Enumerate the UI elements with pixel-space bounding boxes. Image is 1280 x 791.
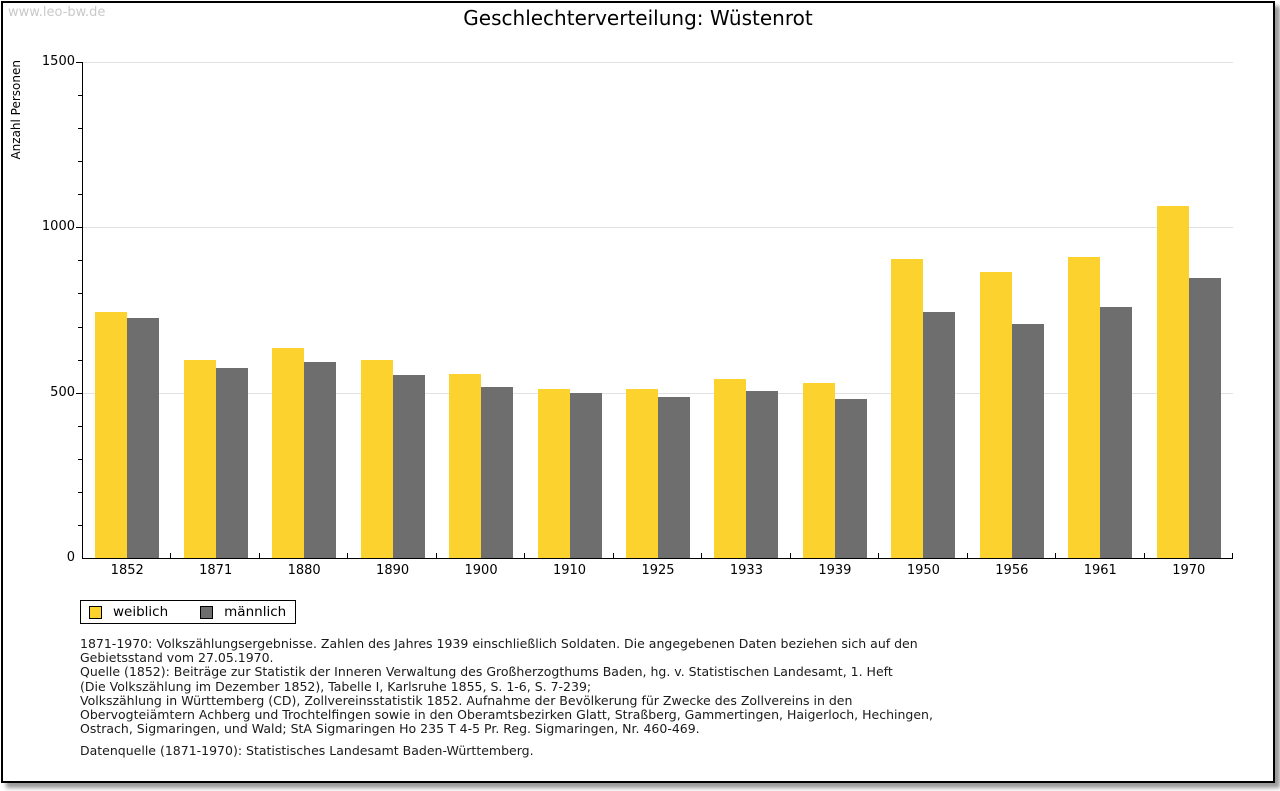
x-boundary-tick: [170, 553, 172, 558]
x-tick-label: 1961: [1083, 563, 1117, 578]
bar-männlich-1970: [1188, 277, 1221, 558]
y-major-tick: [76, 62, 82, 63]
footnote-line: Obervogteiämtern Achberg und Trochtelfin…: [80, 707, 933, 723]
y-minor-tick: [78, 128, 82, 130]
y-minor-tick: [78, 95, 82, 97]
x-tick-label: 1925: [641, 563, 675, 578]
y-gridline: [83, 62, 1233, 63]
y-minor-tick: [78, 293, 82, 295]
datasource-line: Datenquelle (1871-1970): Statistisches L…: [80, 743, 534, 759]
bar-weiblich-1950: [891, 258, 924, 558]
footnotes: 1871-1970: Volkszählungsergebnisse. Zahl…: [80, 636, 933, 759]
bar-weiblich-1956: [979, 271, 1012, 558]
x-boundary-tick: [347, 553, 349, 558]
footnote-line: 1871-1970: Volkszählungsergebnisse. Zahl…: [80, 636, 918, 651]
y-tick-label: 0: [66, 550, 75, 565]
bar-weiblich-1961: [1068, 257, 1101, 558]
x-tick-label: 1852: [110, 563, 144, 578]
bar-weiblich-1933: [714, 379, 747, 558]
legend-swatch-weiblich-icon: [89, 605, 102, 619]
x-boundary-tick: [701, 553, 703, 558]
footnote-line: Ostrach, Sigmaringen, und Wald; StA Sigm…: [80, 721, 700, 737]
x-boundary-tick: [878, 553, 880, 558]
y-minor-tick: [78, 359, 82, 361]
bar-männlich-1961: [1100, 307, 1133, 558]
bar-männlich-1950: [923, 311, 956, 558]
bar-weiblich-1939: [802, 382, 835, 558]
footnote-line: Volkszählung in Württemberg (CD), Zollve…: [80, 692, 853, 708]
x-tick-label: 1880: [287, 563, 321, 578]
y-minor-tick: [78, 524, 82, 526]
y-gridline: [83, 392, 1233, 394]
chart-title: Geschlechterverteilung: Wüstenrot: [463, 6, 813, 30]
x-tick-label: 1950: [906, 563, 940, 578]
x-tick-label: 1890: [376, 563, 410, 578]
bar-weiblich-1970: [1156, 205, 1189, 558]
bar-männlich-1956: [1011, 323, 1044, 558]
y-tick-label: 500: [50, 384, 75, 400]
y-minor-tick: [78, 260, 82, 262]
legend-label-weiblich: weiblich: [113, 604, 169, 620]
x-boundary-tick: [1232, 553, 1233, 558]
y-minor-tick: [78, 194, 82, 196]
bar-weiblich-1900: [449, 374, 482, 558]
y-tick-label: 1500: [41, 54, 75, 69]
bar-männlich-1939: [834, 399, 867, 558]
footnote-line: Quelle (1852): Beiträge zur Statistik de…: [80, 664, 893, 680]
legend-label-maennlich: männlich: [224, 604, 287, 620]
x-boundary-tick: [789, 553, 791, 558]
footnote-line: (Die Volkszählung im Dezember 1852), Tab…: [80, 678, 592, 694]
x-boundary-tick: [524, 553, 526, 558]
y-minor-tick: [78, 326, 82, 328]
x-tick-label: 1900: [464, 563, 498, 578]
bar-männlich-1852: [127, 317, 160, 558]
bar-weiblich-1871: [183, 359, 216, 558]
bar-männlich-1900: [481, 386, 514, 558]
bar-männlich-1890: [392, 375, 425, 558]
y-gridline: [83, 227, 1233, 229]
bar-männlich-1925: [658, 396, 690, 558]
x-tick-label: 1871: [199, 563, 233, 578]
legend: weiblich männlich: [80, 600, 297, 624]
x-boundary-tick: [435, 553, 437, 558]
bar-männlich-1910: [569, 392, 602, 558]
x-boundary-tick: [966, 553, 968, 558]
bar-weiblich-1890: [360, 359, 393, 558]
bar-weiblich-1880: [272, 348, 305, 558]
x-tick-label: 1956: [995, 563, 1029, 578]
y-minor-tick: [78, 161, 82, 163]
x-tick-label: 1910: [552, 563, 587, 578]
legend-swatch-maennlich-icon: [200, 605, 214, 619]
y-minor-tick: [78, 425, 82, 427]
x-boundary-tick: [612, 553, 614, 558]
y-minor-tick: [78, 491, 82, 493]
y-axis-title: Anzahl Personen: [9, 60, 23, 160]
watermark: www.leo-bw.de: [8, 5, 106, 20]
x-boundary-tick: [1143, 553, 1145, 558]
x-tick-label: 1933: [729, 563, 763, 578]
y-tick-label: 1000: [41, 219, 75, 235]
x-tick-label: 1970: [1172, 563, 1206, 578]
x-tick-label: 1939: [818, 563, 852, 578]
plot-area: 0 500 1000 1500 1852 1871 1880 1890 1900 1910 1925…: [42, 54, 1233, 578]
bar-weiblich-1852: [95, 311, 128, 558]
bar-weiblich-1910: [537, 389, 570, 558]
bar-männlich-1871: [215, 367, 248, 558]
x-boundary-tick: [258, 553, 260, 558]
bar-weiblich-1925: [626, 389, 658, 558]
y-minor-tick: [78, 458, 82, 460]
footnote-line: Gebietsstand vom 27.05.1970.: [80, 650, 274, 666]
bar-männlich-1880: [304, 362, 337, 558]
y-major-tick: [76, 227, 82, 229]
bar-männlich-1933: [746, 391, 779, 558]
x-boundary-tick: [1055, 553, 1057, 558]
y-major-tick: [76, 392, 82, 394]
